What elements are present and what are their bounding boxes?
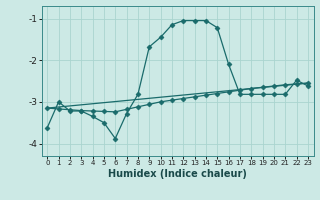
X-axis label: Humidex (Indice chaleur): Humidex (Indice chaleur): [108, 169, 247, 179]
